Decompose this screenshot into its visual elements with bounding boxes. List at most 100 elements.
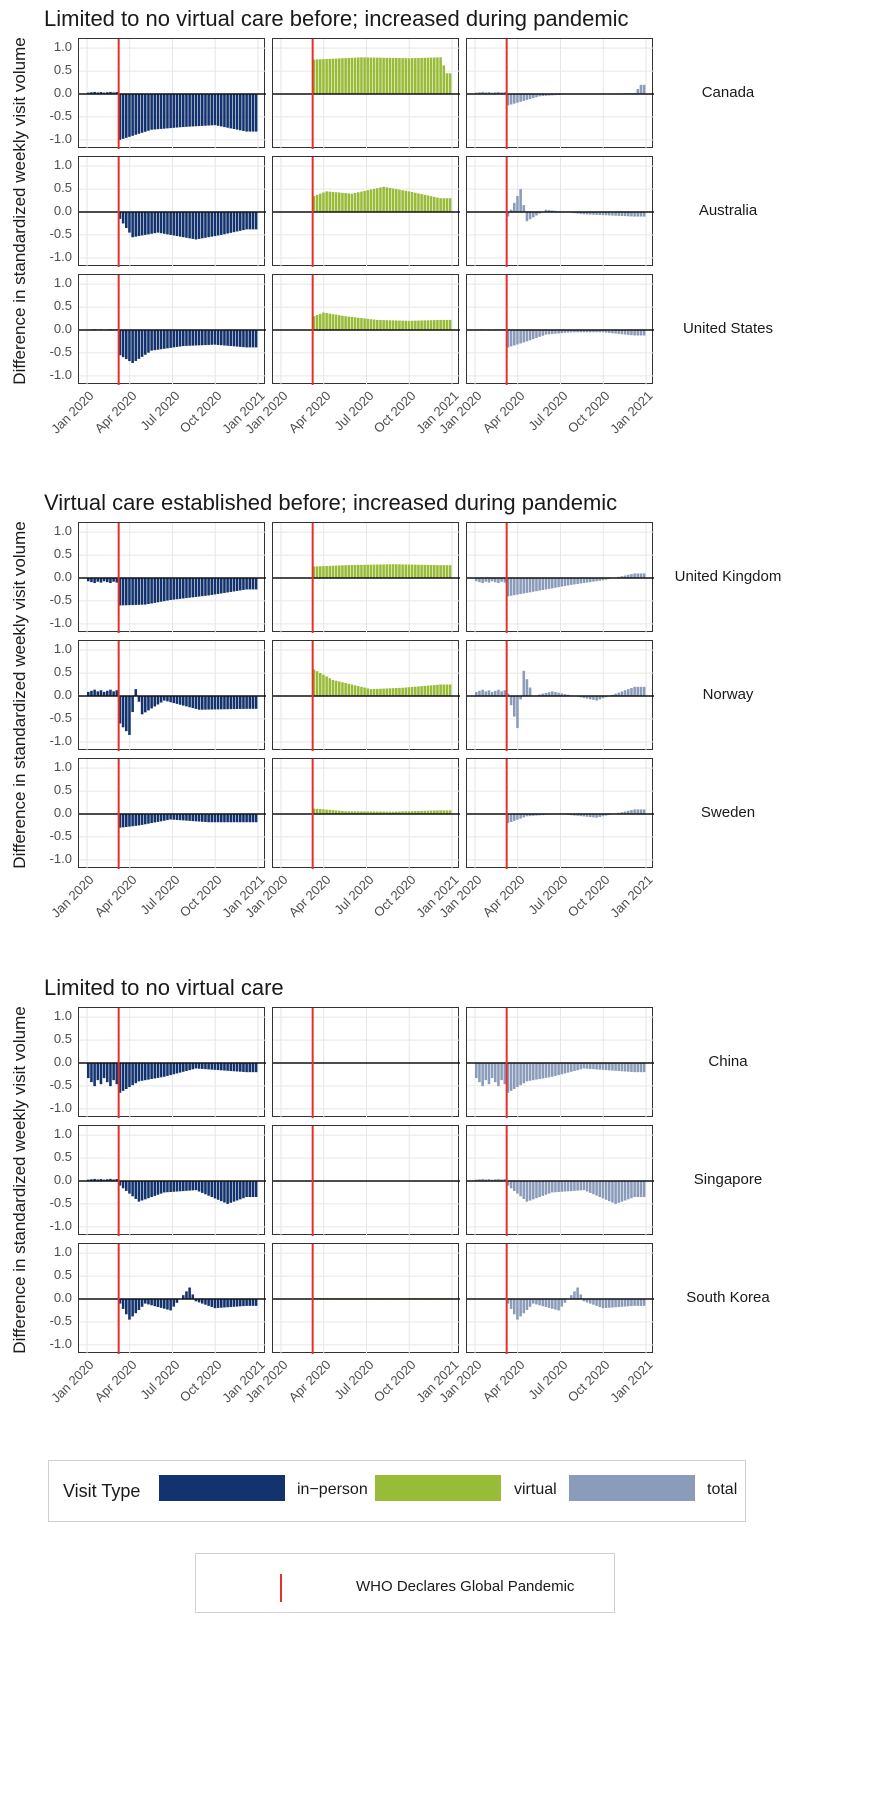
- bar-total: [595, 212, 598, 215]
- bar-total: [576, 1181, 579, 1191]
- bar-virtual: [312, 808, 316, 814]
- bar-virtual: [322, 809, 325, 814]
- bar-in-person: [185, 1291, 188, 1299]
- bar-total: [516, 330, 519, 345]
- who-line-key: [280, 1574, 282, 1602]
- bar-in-person: [150, 814, 153, 824]
- bar-virtual: [379, 811, 382, 814]
- bar-in-person: [251, 814, 255, 823]
- bar-in-person: [166, 330, 169, 349]
- bar-total: [639, 212, 643, 217]
- y-tick-label: 1.0: [53, 523, 72, 539]
- bar-virtual: [360, 318, 363, 330]
- bar-virtual: [445, 198, 449, 212]
- bar-total: [541, 693, 545, 696]
- bar-total: [532, 94, 535, 99]
- bar-total: [519, 189, 522, 212]
- bar-total: [506, 578, 510, 597]
- bar-total: [557, 1299, 560, 1311]
- bar-virtual: [426, 320, 430, 330]
- bar-total: [509, 696, 513, 706]
- bar-virtual: [439, 319, 442, 330]
- bar-total: [500, 1063, 503, 1081]
- bar-virtual: [319, 59, 322, 94]
- bar-total: [630, 1299, 633, 1307]
- bar-total: [576, 212, 579, 214]
- bar-in-person: [194, 814, 198, 822]
- bar-virtual: [417, 564, 420, 578]
- bar-in-person: [226, 94, 229, 128]
- bar-in-person: [201, 330, 204, 346]
- bar-total: [573, 1291, 576, 1299]
- bar-total: [639, 573, 643, 578]
- bar-total: [513, 1181, 516, 1191]
- bar-virtual: [442, 198, 446, 212]
- bar-total: [598, 578, 602, 581]
- bar-total: [532, 814, 535, 816]
- bar-virtual: [388, 320, 392, 330]
- bar-total: [547, 94, 551, 96]
- bar-total: [589, 578, 592, 583]
- bar-virtual: [338, 315, 341, 330]
- bar-in-person: [172, 1181, 176, 1192]
- bar-total: [525, 1063, 529, 1082]
- bar-in-person: [245, 94, 248, 132]
- y-tick-label: -1.0: [49, 1099, 72, 1115]
- y-tick-label: 0.5: [53, 180, 72, 196]
- bar-total: [570, 578, 573, 585]
- bar-total: [589, 212, 592, 215]
- bar-virtual: [353, 564, 357, 578]
- bar-virtual: [429, 685, 433, 696]
- bar-in-person: [242, 1063, 245, 1072]
- bar-in-person: [242, 94, 245, 131]
- bar-in-person: [239, 1063, 242, 1072]
- bar-virtual: [429, 196, 433, 212]
- bar-in-person: [159, 578, 163, 602]
- bar-total: [573, 1181, 576, 1191]
- bar-virtual: [357, 564, 360, 578]
- bar-total: [617, 1181, 621, 1203]
- bar-in-person: [207, 330, 210, 345]
- bar-total: [630, 1181, 633, 1199]
- bar-total: [509, 1181, 513, 1189]
- bar-in-person: [232, 696, 236, 710]
- bar-in-person: [137, 578, 141, 605]
- bar-in-person: [207, 94, 210, 126]
- bar-total: [639, 1063, 643, 1073]
- bar-total: [582, 578, 586, 584]
- bar-in-person: [166, 1299, 169, 1310]
- bar-total: [595, 1181, 598, 1196]
- bar-virtual: [325, 191, 328, 212]
- bar-virtual: [315, 566, 319, 578]
- bar-in-person: [106, 690, 109, 696]
- bar-total: [528, 330, 532, 341]
- bar-in-person: [175, 94, 179, 128]
- bar-in-person: [118, 578, 122, 606]
- bar-in-person: [90, 1063, 93, 1083]
- bar-virtual: [341, 810, 344, 814]
- bar-total: [570, 1295, 573, 1299]
- bar-in-person: [106, 1179, 109, 1181]
- bar-in-person: [118, 696, 122, 724]
- bar-in-person: [156, 1299, 160, 1308]
- bar-in-person: [140, 696, 144, 715]
- bar-in-person: [232, 1063, 236, 1072]
- bar-total: [636, 212, 640, 217]
- bar-in-person: [99, 578, 103, 583]
- bar-virtual: [376, 57, 379, 94]
- bar-in-person: [96, 92, 100, 94]
- bar-in-person: [191, 814, 195, 822]
- bar-total: [544, 94, 548, 96]
- bar-virtual: [369, 689, 373, 696]
- bar-in-person: [144, 696, 147, 713]
- bar-in-person: [191, 330, 195, 346]
- bar-total: [642, 686, 646, 696]
- legend-label-virtual: virtual: [514, 1481, 557, 1498]
- bar-virtual: [315, 59, 319, 94]
- panel-total: [466, 1007, 654, 1118]
- bar-total: [589, 330, 592, 333]
- bar-total: [639, 330, 643, 336]
- bar-in-person: [137, 814, 141, 826]
- bar-virtual: [347, 683, 351, 696]
- bar-virtual: [376, 188, 379, 212]
